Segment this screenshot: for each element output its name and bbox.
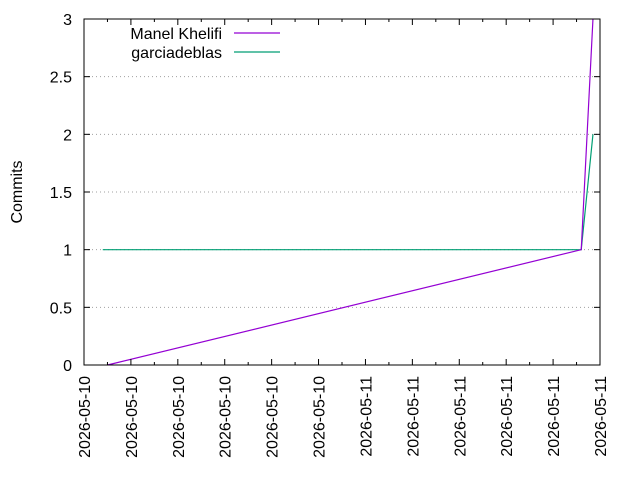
y-tick-label: 0 — [63, 358, 72, 375]
x-tick-label: 2026-05-10 — [265, 376, 282, 458]
x-tick-label: 2026-05-11 — [546, 376, 563, 457]
grid-lines — [84, 76, 600, 308]
legend-label: Manel Khelifi — [130, 26, 222, 43]
legend-label: garciadeblas — [131, 45, 222, 62]
x-tick-labels: 2026-05-10 2026-05-10 2026-05-10 2026-05-10… — [77, 376, 610, 458]
x-tick-label: 2026-05-10 — [218, 376, 235, 458]
y-tick-label: 2.5 — [50, 70, 72, 87]
x-tick-label: 2026-05-10 — [171, 376, 188, 458]
y-axis-title: Commits — [9, 160, 26, 223]
legend: Manel Khelifi garciadeblas — [130, 26, 280, 62]
x-tick-label: 2026-05-11 — [499, 376, 516, 457]
series-lines — [102, 18, 594, 366]
y-tick-label: 1.5 — [50, 185, 72, 202]
x-tick-label: 2026-05-11 — [593, 376, 610, 457]
axis-ticks — [83, 18, 601, 366]
plot-frame — [83, 18, 601, 366]
x-tick-label: 2026-05-11 — [405, 376, 422, 457]
y-tick-labels: 0 0.5 1 1.5 2 2.5 3 — [50, 12, 72, 375]
series-line — [107, 18, 594, 366]
x-tick-label: 2026-05-11 — [452, 376, 469, 457]
y-tick-label: 2 — [63, 127, 72, 144]
x-tick-label: 2026-05-10 — [124, 376, 141, 458]
x-tick-label: 2026-05-10 — [77, 376, 94, 458]
x-tick-label: 2026-05-11 — [358, 376, 375, 457]
x-tick-label: 2026-05-10 — [312, 376, 329, 458]
y-tick-label: 0.5 — [50, 300, 72, 317]
y-tick-label: 3 — [63, 12, 72, 29]
y-tick-label: 1 — [63, 243, 72, 260]
